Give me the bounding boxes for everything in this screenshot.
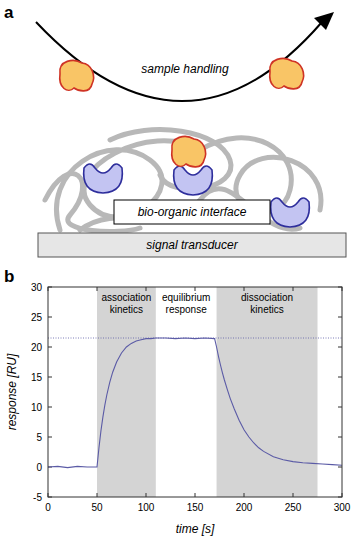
x-tick	[146, 287, 147, 291]
response-curve	[48, 338, 342, 468]
plot-frame	[48, 287, 342, 497]
receptor	[271, 198, 310, 227]
x-tick	[244, 493, 245, 497]
y-axis-label: response [RU]	[5, 353, 19, 430]
x-tick-label: 300	[334, 502, 351, 513]
x-tick	[97, 287, 98, 291]
y-tick	[48, 437, 52, 438]
y-tick-label: 0	[36, 462, 42, 473]
x-tick	[293, 287, 294, 291]
sample-handling-label: sample handling	[141, 62, 229, 76]
receptor	[174, 166, 213, 195]
x-tick	[293, 493, 294, 497]
analyte	[172, 137, 206, 167]
y-tick-label: 20	[31, 342, 43, 353]
panel-label: b	[4, 267, 14, 286]
x-tick	[146, 493, 147, 497]
y-tick-label: 30	[31, 282, 43, 293]
y-tick-label: 25	[31, 312, 43, 323]
receptor	[84, 164, 123, 193]
y-tick-label: 5	[36, 432, 42, 443]
y-tick	[48, 377, 52, 378]
y-tick	[338, 377, 342, 378]
panel-label: a	[4, 3, 14, 22]
transducer-label: signal transducer	[146, 238, 238, 252]
arrow-head	[314, 12, 334, 30]
x-tick-label: 150	[187, 502, 204, 513]
x-tick-label: 50	[91, 502, 103, 513]
interface-box	[114, 200, 270, 224]
transducer-slab	[38, 233, 346, 257]
x-tick	[195, 493, 196, 497]
analyte	[60, 61, 94, 91]
x-tick	[97, 493, 98, 497]
y-tick	[338, 407, 342, 408]
y-tick-label: -5	[33, 492, 42, 503]
y-tick	[338, 437, 342, 438]
kinetics-region	[217, 287, 318, 497]
y-tick	[48, 407, 52, 408]
interface-label: bio-organic interface	[138, 205, 247, 219]
x-tick-label: 100	[138, 502, 155, 513]
y-tick-label: 15	[31, 372, 43, 383]
y-tick-label: 10	[31, 402, 43, 413]
y-tick	[338, 317, 342, 318]
x-tick-label: 0	[45, 502, 51, 513]
kinetics-region	[97, 287, 156, 497]
region-label: dissociationkinetics	[241, 292, 293, 315]
flow-arrow	[36, 22, 322, 101]
polymer-chain	[110, 130, 231, 190]
y-tick	[338, 347, 342, 348]
x-tick	[195, 287, 196, 291]
y-tick	[48, 317, 52, 318]
analyte	[270, 59, 304, 89]
plot-area	[48, 338, 342, 468]
x-tick-label: 200	[236, 502, 253, 513]
region-label: associationkinetics	[101, 292, 151, 315]
annotation: equilibriumresponse	[162, 292, 210, 315]
x-axis-label: time [s]	[176, 522, 215, 536]
y-tick	[48, 347, 52, 348]
y-tick	[338, 467, 342, 468]
x-tick	[244, 287, 245, 291]
x-tick-label: 250	[285, 502, 302, 513]
